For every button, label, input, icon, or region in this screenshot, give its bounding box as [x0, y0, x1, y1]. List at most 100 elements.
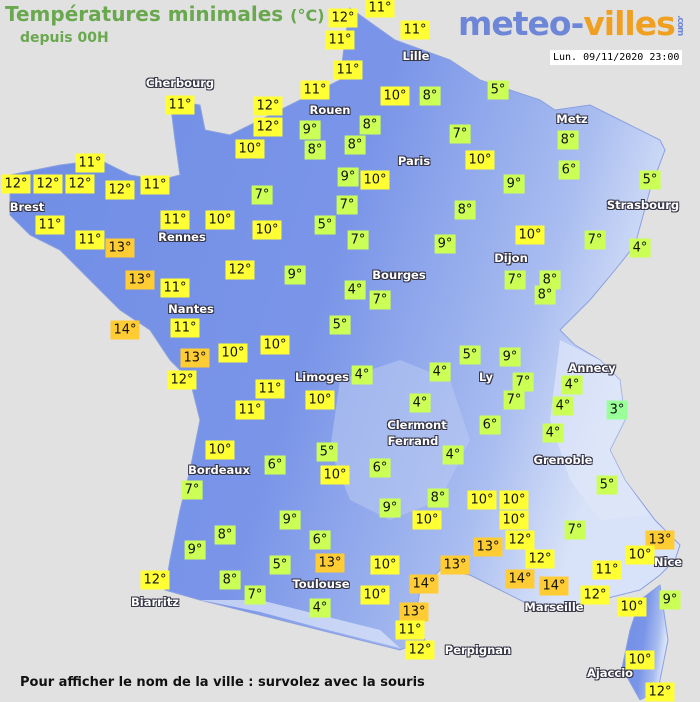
temperature-marker[interactable]: 11° [592, 560, 622, 580]
temperature-marker[interactable]: 9° [299, 120, 321, 140]
temperature-marker[interactable]: 5° [487, 80, 509, 100]
temperature-marker[interactable]: 5° [314, 215, 336, 235]
temperature-marker[interactable]: 13° [105, 238, 135, 258]
temperature-marker[interactable]: 12° [505, 530, 535, 550]
temperature-marker[interactable]: 12° [167, 370, 197, 390]
temperature-marker[interactable]: 10° [515, 225, 545, 245]
temperature-marker[interactable]: 13° [315, 553, 345, 573]
temperature-marker[interactable]: 10° [625, 650, 655, 670]
temperature-marker[interactable]: 6° [264, 455, 286, 475]
temperature-marker[interactable]: 4° [409, 393, 431, 413]
temperature-marker[interactable]: 5° [639, 170, 661, 190]
temperature-marker[interactable]: 5° [316, 442, 338, 462]
temperature-marker[interactable]: 10° [252, 220, 282, 240]
temperature-marker[interactable]: 7° [369, 290, 391, 310]
temperature-marker[interactable]: 8° [359, 115, 381, 135]
temperature-marker[interactable]: 12° [525, 549, 555, 569]
temperature-marker[interactable]: 11° [235, 400, 265, 420]
temperature-marker[interactable]: 7° [504, 270, 526, 290]
temperature-marker[interactable]: 4° [629, 238, 651, 258]
temperature-marker[interactable]: 10° [499, 490, 529, 510]
meteo-villes-logo[interactable]: meteo-villes.com [458, 4, 685, 43]
temperature-marker[interactable]: 11° [300, 80, 330, 100]
temperature-marker[interactable]: 6° [309, 530, 331, 550]
temperature-marker[interactable]: 8° [454, 200, 476, 220]
temperature-marker[interactable]: 9° [499, 347, 521, 367]
temperature-marker[interactable]: 10° [467, 490, 497, 510]
temperature-marker[interactable]: 12° [405, 640, 435, 660]
temperature-marker[interactable]: 4° [309, 598, 331, 618]
temperature-marker[interactable]: 12° [645, 682, 675, 702]
temperature-marker[interactable]: 11° [395, 620, 425, 640]
temperature-marker[interactable]: 11° [365, 0, 395, 18]
temperature-marker[interactable]: 10° [370, 555, 400, 575]
temperature-marker[interactable]: 7° [336, 195, 358, 215]
temperature-marker[interactable]: 4° [442, 445, 464, 465]
temperature-marker[interactable]: 13° [473, 537, 503, 557]
temperature-marker[interactable]: 10° [412, 510, 442, 530]
temperature-marker[interactable]: 9° [184, 540, 206, 560]
temperature-marker[interactable]: 11° [333, 60, 363, 80]
temperature-marker[interactable]: 9° [379, 498, 401, 518]
temperature-marker[interactable]: 10° [360, 170, 390, 190]
temperature-marker[interactable]: 12° [140, 570, 170, 590]
temperature-marker[interactable]: 7° [512, 372, 534, 392]
temperature-marker[interactable]: 12° [33, 174, 63, 194]
temperature-marker[interactable]: 12° [105, 180, 135, 200]
temperature-marker[interactable]: 11° [170, 318, 200, 338]
temperature-marker[interactable]: 11° [75, 153, 105, 173]
temperature-marker[interactable]: 11° [75, 230, 105, 250]
temperature-marker[interactable]: 10° [218, 343, 248, 363]
temperature-marker[interactable]: 8° [214, 525, 236, 545]
temperature-marker[interactable]: 4° [552, 396, 574, 416]
temperature-marker[interactable]: 11° [140, 175, 170, 195]
temperature-marker[interactable]: 12° [65, 174, 95, 194]
temperature-marker[interactable]: 10° [235, 139, 265, 159]
temperature-marker[interactable]: 10° [320, 465, 350, 485]
temperature-marker[interactable]: 7° [564, 520, 586, 540]
temperature-marker[interactable]: 10° [360, 585, 390, 605]
temperature-marker[interactable]: 10° [205, 440, 235, 460]
temperature-marker[interactable]: 8° [419, 86, 441, 106]
temperature-marker[interactable]: 13° [399, 602, 429, 622]
temperature-marker[interactable]: 7° [449, 124, 471, 144]
temperature-marker[interactable]: 11° [35, 215, 65, 235]
temperature-marker[interactable]: 10° [205, 210, 235, 230]
temperature-marker[interactable]: 11° [160, 278, 190, 298]
temperature-marker[interactable]: 7° [251, 185, 273, 205]
temperature-marker[interactable]: 10° [260, 335, 290, 355]
temperature-marker[interactable]: 7° [584, 230, 606, 250]
temperature-marker[interactable]: 6° [369, 458, 391, 478]
temperature-marker[interactable]: 10° [617, 597, 647, 617]
temperature-marker[interactable]: 13° [125, 270, 155, 290]
temperature-marker[interactable]: 4° [344, 280, 366, 300]
temperature-marker[interactable]: 12° [225, 260, 255, 280]
temperature-marker[interactable]: 5° [596, 475, 618, 495]
temperature-marker[interactable]: 11° [165, 95, 195, 115]
temperature-marker[interactable]: 8° [219, 570, 241, 590]
temperature-marker[interactable]: 14° [409, 574, 439, 594]
temperature-marker[interactable]: 13° [440, 555, 470, 575]
temperature-marker[interactable]: 8° [427, 488, 449, 508]
temperature-marker[interactable]: 14° [110, 320, 140, 340]
temperature-marker[interactable]: 7° [244, 585, 266, 605]
temperature-marker[interactable]: 10° [305, 390, 335, 410]
temperature-marker[interactable]: 11° [325, 30, 355, 50]
temperature-marker[interactable]: 13° [180, 348, 210, 368]
temperature-marker[interactable]: 13° [645, 530, 675, 550]
temperature-marker[interactable]: 6° [558, 160, 580, 180]
temperature-marker[interactable]: 6° [479, 415, 501, 435]
temperature-marker[interactable]: 10° [499, 510, 529, 530]
temperature-marker[interactable]: 14° [539, 576, 569, 596]
temperature-marker[interactable]: 4° [542, 423, 564, 443]
temperature-marker[interactable]: 8° [534, 285, 556, 305]
temperature-marker[interactable]: 8° [557, 130, 579, 150]
temperature-marker[interactable]: 9° [284, 265, 306, 285]
temperature-marker[interactable]: 11° [400, 20, 430, 40]
temperature-marker[interactable]: 9° [659, 590, 681, 610]
temperature-marker[interactable]: 7° [181, 480, 203, 500]
temperature-marker[interactable]: 10° [380, 86, 410, 106]
temperature-marker[interactable]: 4° [561, 375, 583, 395]
temperature-marker[interactable]: 4° [351, 365, 373, 385]
temperature-marker[interactable]: 9° [279, 510, 301, 530]
